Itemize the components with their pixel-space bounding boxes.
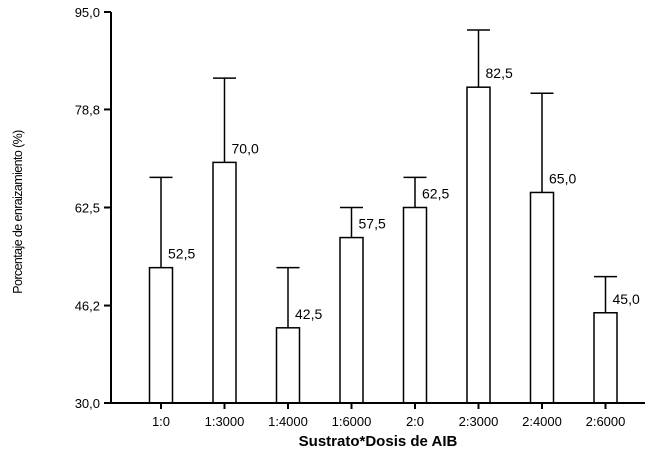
x-tick-label: 1:6000 — [332, 414, 372, 429]
bar — [466, 86, 491, 404]
x-tick-label: 2:4000 — [522, 414, 562, 429]
bar — [148, 266, 174, 404]
x-tick-label: 1:4000 — [268, 414, 308, 429]
data-label: 52,5 — [168, 246, 195, 262]
x-axis-ticks: 1:0 1:3000 1:4000 1:6000 2:0 2:3000 2:4000 2:60… — [152, 403, 625, 429]
bar — [339, 236, 364, 404]
x-tick-label: 1:0 — [152, 414, 170, 429]
x-axis-title: Sustrato*Dosis de AIB — [299, 433, 458, 450]
y-tick-label: 78,8 — [75, 102, 100, 117]
data-label: 82,5 — [486, 65, 513, 81]
y-tick-label: 46,2 — [75, 299, 100, 314]
y-tick-label: 95,0 — [75, 5, 100, 20]
data-label: 70,0 — [232, 140, 259, 156]
y-axis-ticks: 30,0 46,2 62,5 78,8 95,0 — [75, 5, 111, 411]
data-label: 45,0 — [613, 291, 640, 307]
bar — [275, 327, 301, 404]
bar — [593, 312, 618, 404]
bar — [212, 161, 237, 404]
x-tick-label: 2:0 — [406, 414, 424, 429]
x-tick-label: 2:6000 — [586, 414, 626, 429]
x-tick-label: 1:3000 — [205, 414, 245, 429]
x-tick-label: 2:3000 — [459, 414, 499, 429]
data-label: 42,5 — [295, 306, 322, 322]
data-label: 65,0 — [549, 170, 576, 186]
y-tick-label: 30,0 — [75, 396, 100, 411]
y-tick-label: 62,5 — [75, 201, 100, 216]
y-axis-title: Porcentaje de enraizamiento (%) — [11, 130, 25, 294]
data-label: 57,5 — [359, 216, 386, 232]
data-label: 62,5 — [422, 186, 449, 202]
bar — [529, 191, 555, 404]
bar — [402, 206, 428, 404]
data-labels: 52,5 70,0 42,5 57,5 62,5 82,5 65,0 45,0 — [168, 65, 640, 322]
bars — [148, 86, 618, 404]
error-bars — [149, 29, 617, 328]
